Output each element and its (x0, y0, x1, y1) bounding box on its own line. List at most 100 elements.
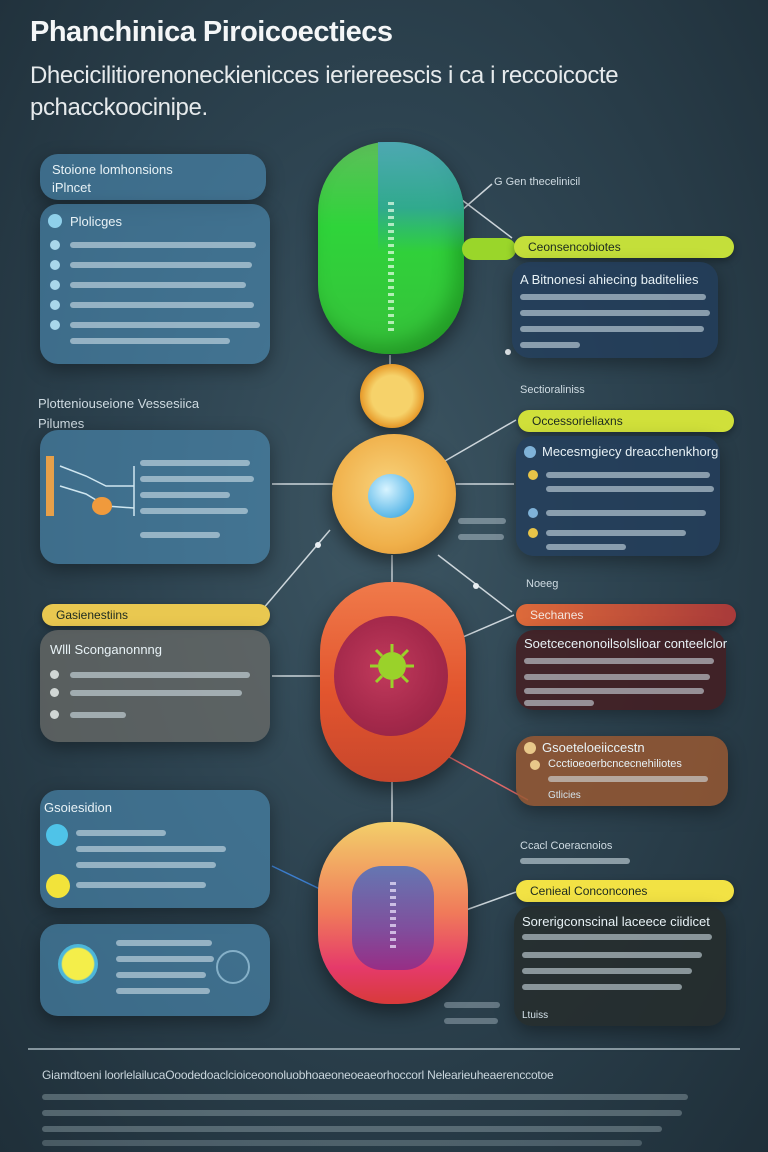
text-line (70, 282, 246, 288)
virus-icon (370, 644, 414, 688)
bullet-icon (524, 742, 536, 754)
bullet-icon (524, 446, 536, 458)
right-panel-4-heading: Gsoeteloeiiccestn (542, 740, 645, 755)
right-panel-2-tag: Occessorieliaxns (518, 410, 734, 432)
left-panel-5 (40, 924, 270, 1016)
right-panel-5-footer: Ltuiss (522, 1010, 549, 1021)
text-line (522, 934, 712, 940)
bullet-icon (50, 300, 60, 310)
bullet-icon (528, 508, 538, 518)
bullet-icon (528, 528, 538, 538)
right-panel-1-tag: Ceonsencobiotes (514, 236, 734, 258)
right-panel-4-footer: Gtlicies (548, 790, 581, 801)
text-line (70, 262, 252, 268)
text-line (520, 342, 580, 348)
text-line (116, 940, 212, 946)
text-line (76, 846, 226, 852)
bullet-icon (50, 688, 59, 697)
subtitle-line-1: Dhecicilitiorenoneckienicces ieriereesci… (30, 62, 619, 89)
left-panel-1-heading: Plolicges (70, 214, 123, 229)
right-panel-5-heading: Sorerigconscinal laceece ciidicet (522, 914, 710, 929)
left-panel-2-subtitle: Pilumes (38, 416, 85, 431)
text-line (444, 1002, 500, 1008)
text-line (522, 968, 692, 974)
green-connector-pill (462, 238, 516, 260)
gradient-capsule (318, 822, 468, 1004)
connector-dot (473, 583, 479, 589)
text-line (520, 294, 706, 300)
teal-dot-icon (46, 824, 68, 846)
text-line (458, 518, 506, 524)
footer-divider (28, 1048, 740, 1050)
right-panel-3-tag: Sechanes (516, 604, 736, 626)
left-panel-3-heading: Wlll Sconganonnng (50, 642, 163, 657)
text-line (116, 972, 206, 978)
text-line (546, 472, 710, 478)
text-line (70, 672, 250, 678)
text-line (546, 510, 706, 516)
text-line (140, 460, 250, 466)
right-panel-2-top-label: Sectioraliniss (520, 384, 585, 396)
yellow-sphere-node (332, 434, 456, 554)
left-panel-4: Gsoiesidion (40, 790, 270, 908)
left-panel-4-title: Gsoiesidion (44, 800, 112, 815)
connector-line (271, 865, 323, 891)
green-capsule (318, 142, 464, 354)
text-line (522, 952, 702, 958)
sun-icon (58, 944, 98, 984)
right-panel-3-heading: Soetcecenonoilsolslioar conteelclor (524, 636, 728, 651)
text-line (524, 658, 714, 664)
page-title: Phanchinica Piroicoectiecs (30, 16, 393, 48)
connector-line (261, 529, 331, 611)
text-line (444, 1018, 498, 1024)
text-line (140, 476, 254, 482)
capsule-text-column (390, 882, 396, 952)
footer-text-line (42, 1140, 642, 1146)
bullet-icon (50, 240, 60, 250)
mini-chart-icon (46, 456, 135, 516)
right-panel-2: Mecesmgiecy dreacchenkhorg (516, 436, 720, 556)
footer-text-line (42, 1094, 688, 1100)
text-line (520, 326, 704, 332)
text-line (70, 712, 126, 718)
text-line (548, 776, 708, 782)
text-line (140, 532, 220, 538)
bullet-icon (50, 320, 60, 330)
connector-line (461, 183, 493, 211)
right-panel-5: Sorerigconscinal laceece ciidicet Ltuiss (514, 906, 726, 1026)
connector-dot (315, 542, 321, 548)
right-panel-4: Gsoeteloeiiccestn Ccctioeoerbcncecnehili… (516, 736, 728, 806)
right-panel-1: A Bitnonesi ahiecing baditeliies (512, 262, 718, 358)
bullet-icon (50, 260, 60, 270)
subtitle-line-2: pchacckoocinipe. (30, 94, 208, 121)
text-line (76, 862, 216, 868)
right-panel-2-heading: Mecesmgiecy dreacchenkhorg (542, 444, 719, 459)
text-line (546, 530, 686, 536)
left-panel-3: Wlll Sconganonnng (40, 630, 270, 742)
right-panel-3: Soetcecenonoilsolslioar conteelclor (516, 630, 728, 710)
connector-line (465, 891, 517, 911)
left-panel-2 (40, 430, 270, 564)
bullet-icon (50, 670, 59, 679)
page-subtitle: Dhecicilitiorenoneckienicces ieriereesci… (30, 60, 730, 124)
bullet-icon (48, 214, 62, 228)
text-line (70, 690, 242, 696)
text-line (524, 688, 704, 694)
text-line (76, 882, 206, 888)
right-panel-5-tag: Cenieal Conconcones (516, 880, 734, 902)
text-line (546, 486, 714, 492)
text-line (140, 508, 248, 514)
blue-orb-icon (368, 474, 414, 518)
text-line (70, 338, 230, 344)
text-line (70, 322, 260, 328)
right-panel-5-top-label: Ccacl Coeracnoios (520, 840, 613, 852)
text-line (520, 310, 710, 316)
orange-ring-node (360, 364, 424, 428)
connector-line (455, 614, 515, 641)
text-line (524, 674, 710, 680)
text-line (546, 544, 626, 550)
right-panel-1-heading: A Bitnonesi ahiecing baditeliies (520, 272, 699, 287)
text-line (520, 858, 630, 864)
text-line (70, 302, 254, 308)
ring-icon (216, 950, 250, 984)
